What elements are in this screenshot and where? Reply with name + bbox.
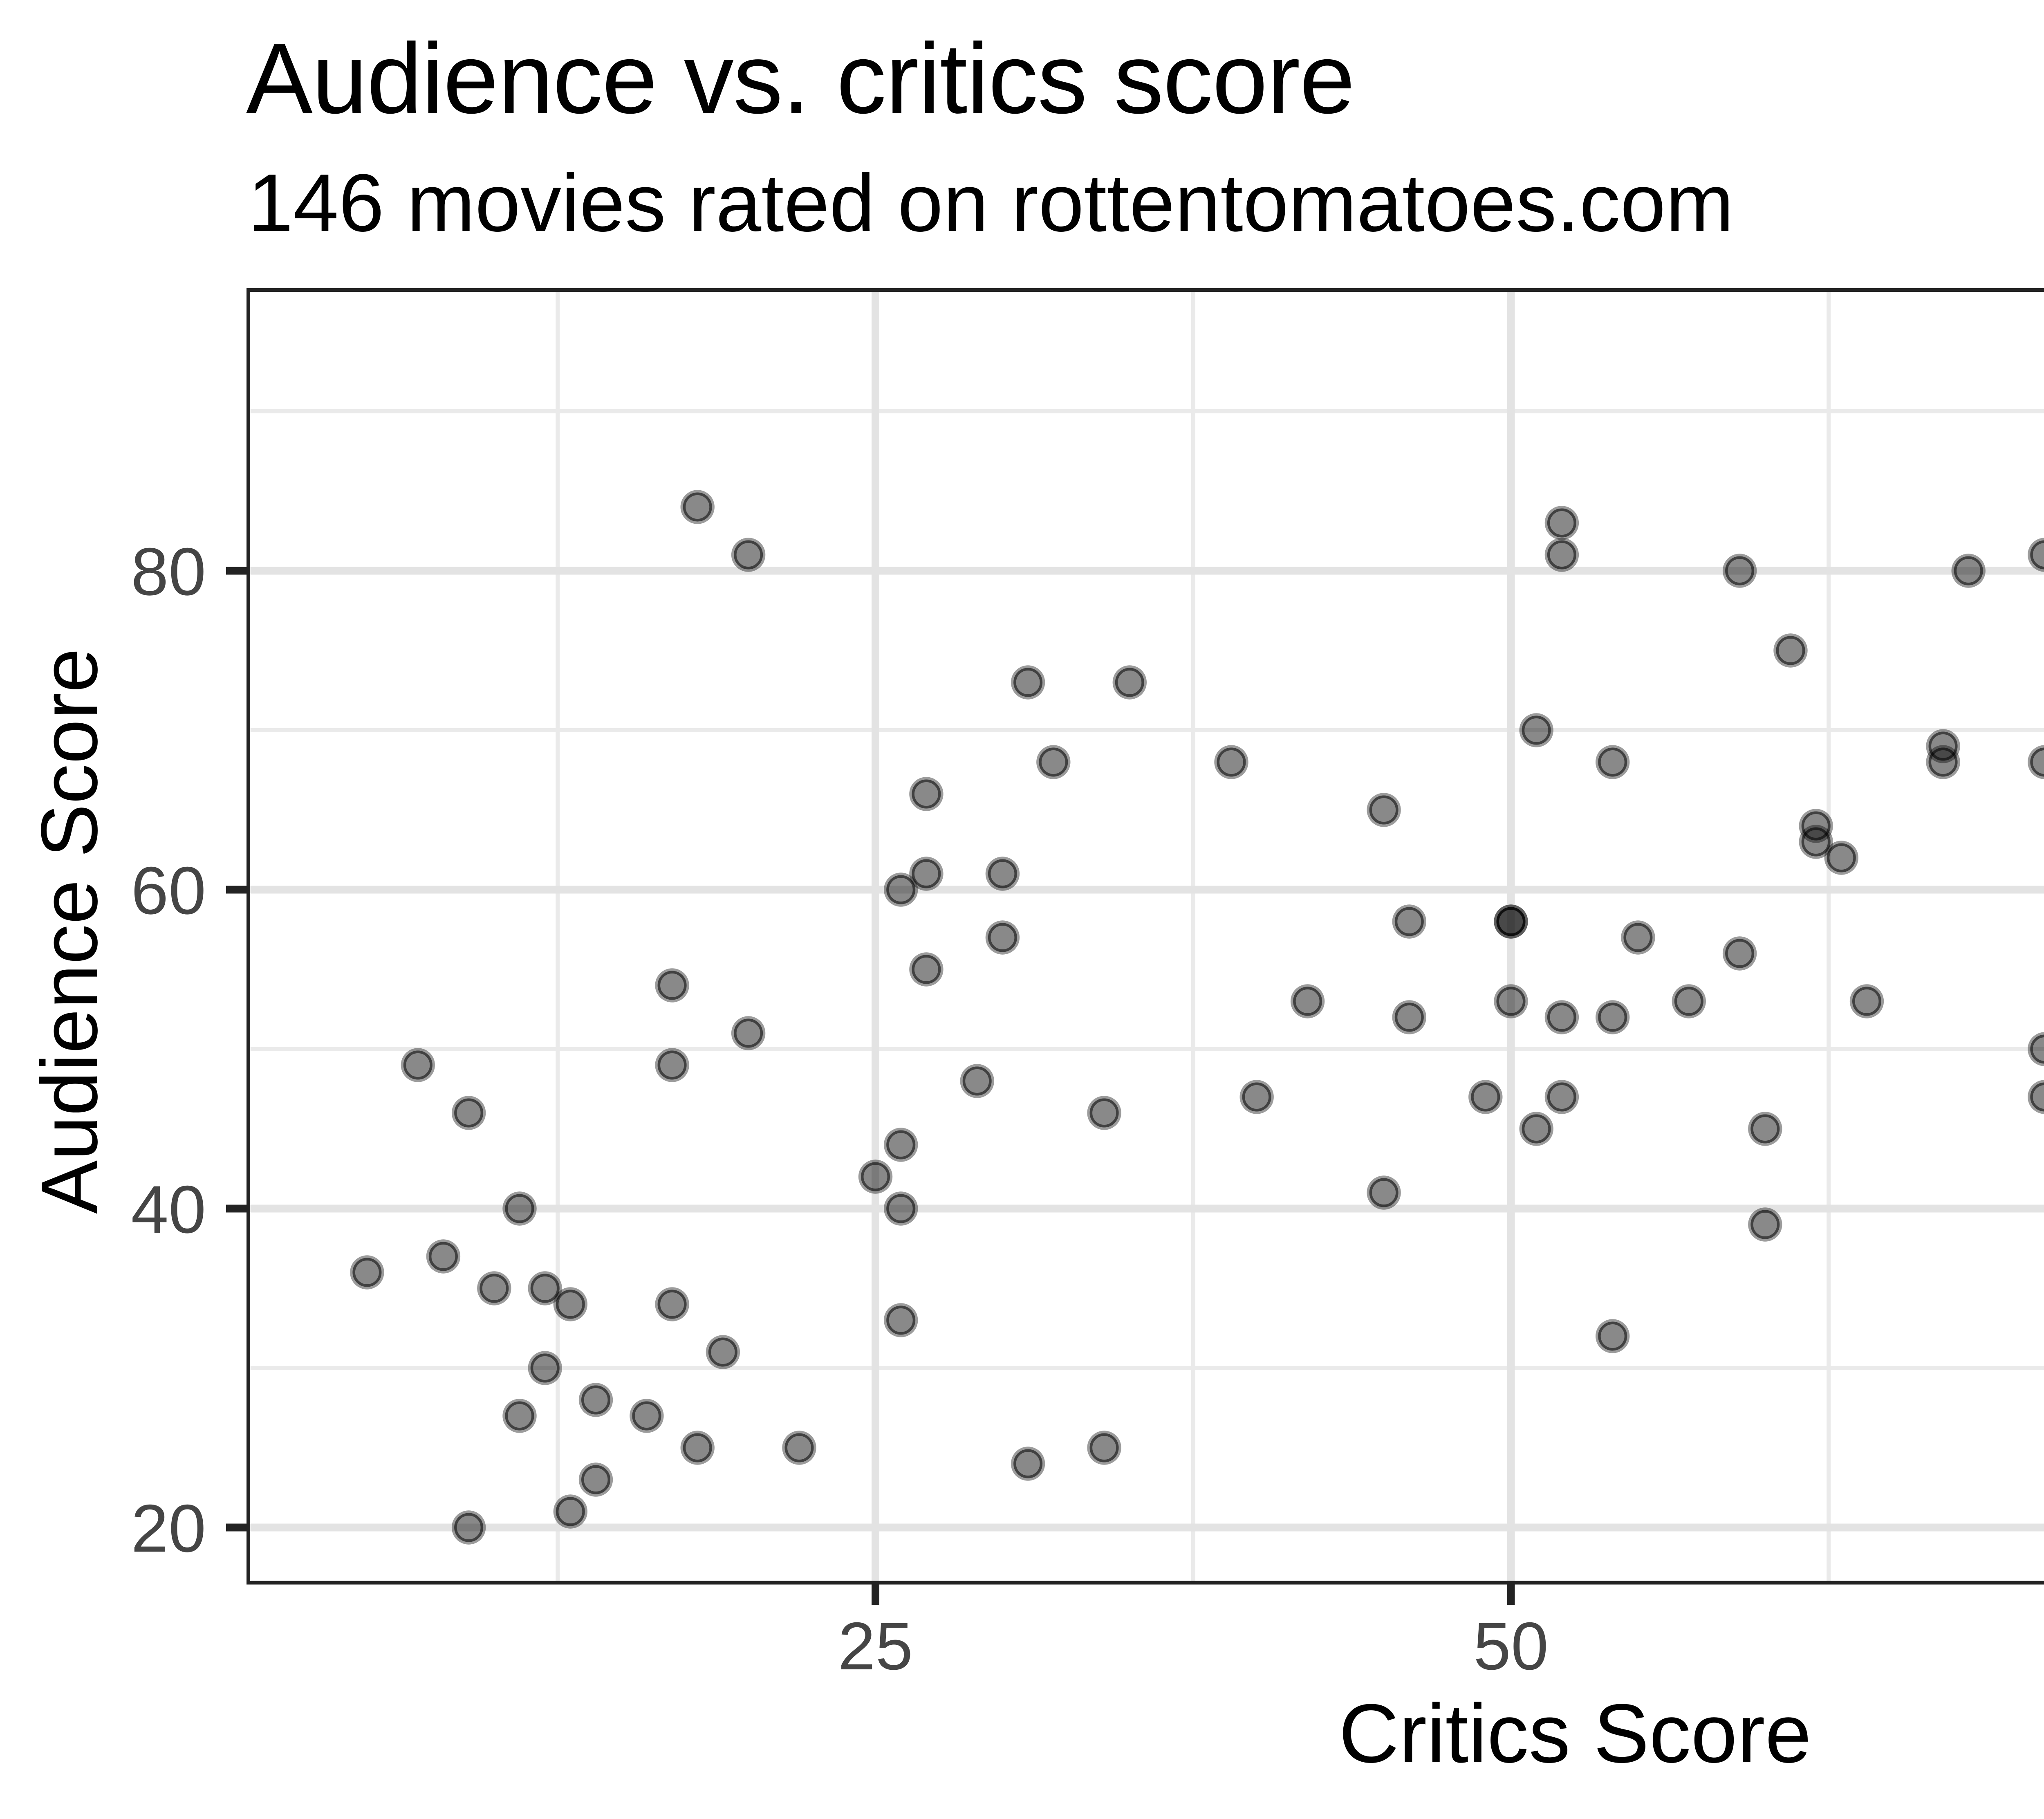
svg-text:25: 25 <box>838 1608 913 1684</box>
svg-text:Audience Score: Audience Score <box>25 648 114 1214</box>
svg-text:80: 80 <box>131 534 206 609</box>
svg-text:Critics Score: Critics Score <box>1339 1687 1811 1780</box>
svg-text:20: 20 <box>131 1491 206 1566</box>
svg-text:Audience vs. critics score: Audience vs. critics score <box>246 22 1354 134</box>
svg-text:146 movies rated on rottentoma: 146 movies rated on rottentomatoes.com <box>248 157 1734 249</box>
svg-text:60: 60 <box>131 853 206 928</box>
svg-text:40: 40 <box>131 1172 206 1247</box>
svg-text:50: 50 <box>1473 1608 1549 1684</box>
